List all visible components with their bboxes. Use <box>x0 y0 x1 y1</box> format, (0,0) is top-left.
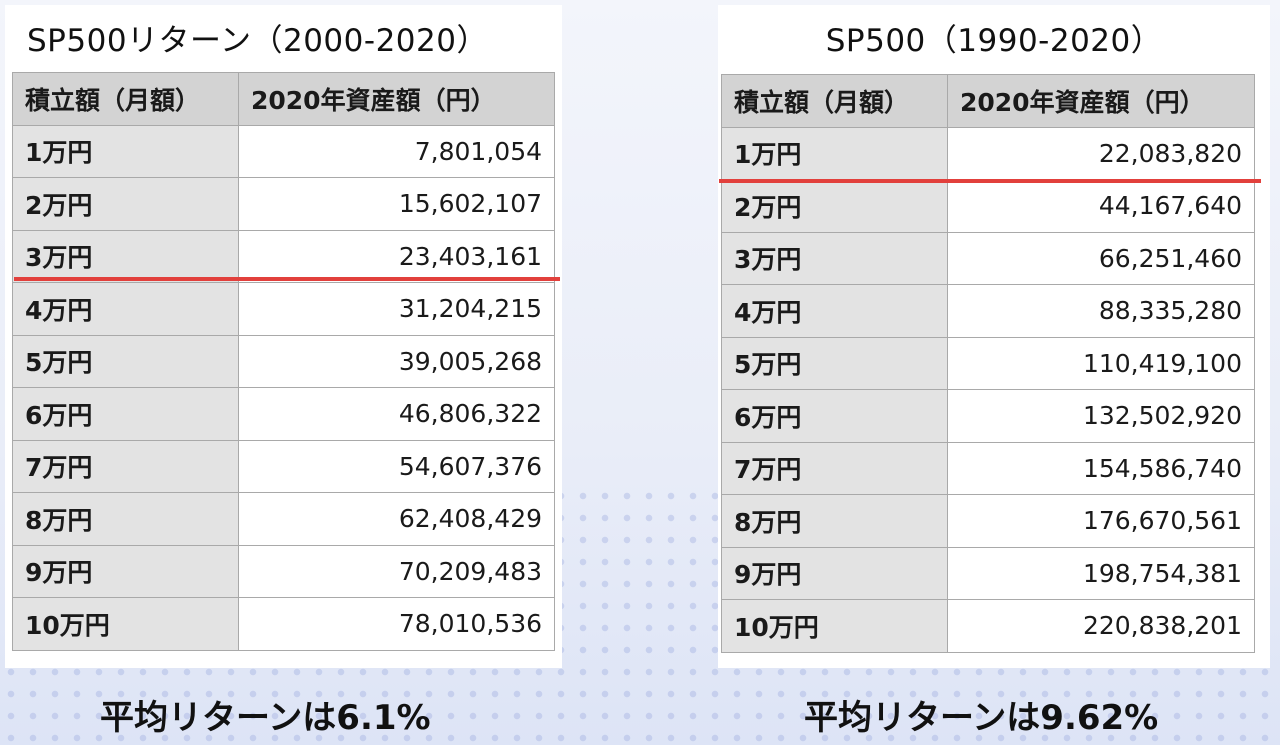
monthly-cell: 1万円 <box>721 126 948 180</box>
right-table-panel: SP500（1990-2020） 積立額（月額） 2020年資産額（円） 1万円… <box>718 5 1270 668</box>
monthly-cell: 2万円 <box>721 179 948 233</box>
table-row: 10万円 220,838,201 <box>721 599 1255 653</box>
left-table-panel: SP500リターン（2000-2020） 積立額（月額） 2020年資産額（円）… <box>5 5 562 668</box>
monthly-cell: 4万円 <box>721 284 948 338</box>
amount-cell: 110,419,100 <box>947 336 1255 390</box>
table-row: 2万円 44,167,640 <box>721 179 1255 233</box>
table-row: 10万円 78,010,536 <box>12 597 555 651</box>
table-row: 8万円 62,408,429 <box>12 492 555 546</box>
table-row: 5万円 110,419,100 <box>721 336 1255 390</box>
amount-cell: 62,408,429 <box>238 492 555 546</box>
monthly-cell: 9万円 <box>721 546 948 600</box>
right-panel-title: SP500（1990-2020） <box>825 23 1163 59</box>
table-row: 8万円 176,670,561 <box>721 494 1255 548</box>
header-amount: 2020年資産額（円） <box>947 74 1255 128</box>
amount-cell: 220,838,201 <box>947 599 1255 653</box>
monthly-cell: 6万円 <box>12 387 239 441</box>
header-monthly: 積立額（月額） <box>12 72 239 126</box>
monthly-cell: 9万円 <box>12 544 239 598</box>
amount-cell: 39,005,268 <box>238 334 555 388</box>
header-monthly: 積立額（月額） <box>721 74 948 128</box>
left-panel-title: SP500リターン（2000-2020） <box>27 23 488 59</box>
monthly-cell: 10万円 <box>12 597 239 651</box>
table-row: 9万円 70,209,483 <box>12 544 555 598</box>
table-row: 7万円 54,607,376 <box>12 439 555 493</box>
monthly-cell: 8万円 <box>12 492 239 546</box>
amount-cell: 22,083,820 <box>947 126 1255 180</box>
table-row: 3万円 66,251,460 <box>721 231 1255 285</box>
table-header-row: 積立額（月額） 2020年資産額（円） <box>12 72 555 126</box>
table-row: 3万円 23,403,161 <box>12 229 555 283</box>
monthly-cell: 7万円 <box>12 439 239 493</box>
amount-cell: 31,204,215 <box>238 282 555 336</box>
amount-cell: 176,670,561 <box>947 494 1255 548</box>
table-row: 2万円 15,602,107 <box>12 177 555 231</box>
amount-cell: 132,502,920 <box>947 389 1255 443</box>
table-row: 1万円 22,083,820 <box>721 126 1255 180</box>
monthly-cell: 7万円 <box>721 441 948 495</box>
amount-cell: 15,602,107 <box>238 177 555 231</box>
table-row: 4万円 31,204,215 <box>12 282 555 336</box>
table-row: 5万円 39,005,268 <box>12 334 555 388</box>
amount-cell: 7,801,054 <box>238 124 555 178</box>
table-row: 7万円 154,586,740 <box>721 441 1255 495</box>
header-amount: 2020年資産額（円） <box>238 72 555 126</box>
table-row: 6万円 132,502,920 <box>721 389 1255 443</box>
table-row: 6万円 46,806,322 <box>12 387 555 441</box>
monthly-cell: 3万円 <box>12 229 239 283</box>
amount-cell: 78,010,536 <box>238 597 555 651</box>
amount-cell: 154,586,740 <box>947 441 1255 495</box>
monthly-cell: 10万円 <box>721 599 948 653</box>
monthly-cell: 3万円 <box>721 231 948 285</box>
amount-cell: 198,754,381 <box>947 546 1255 600</box>
monthly-cell: 5万円 <box>12 334 239 388</box>
monthly-cell: 2万円 <box>12 177 239 231</box>
amount-cell: 46,806,322 <box>238 387 555 441</box>
amount-cell: 44,167,640 <box>947 179 1255 233</box>
monthly-cell: 8万円 <box>721 494 948 548</box>
monthly-cell: 1万円 <box>12 124 239 178</box>
table-row: 4万円 88,335,280 <box>721 284 1255 338</box>
monthly-cell: 5万円 <box>721 336 948 390</box>
amount-cell: 88,335,280 <box>947 284 1255 338</box>
amount-cell: 23,403,161 <box>238 229 555 283</box>
monthly-cell: 6万円 <box>721 389 948 443</box>
right-returns-table: 積立額（月額） 2020年資産額（円） 1万円 22,083,820 2万円 44,… <box>721 74 1255 653</box>
left-returns-table: 積立額（月額） 2020年資産額（円） 1万円 7,801,054 2万円 15,6… <box>12 72 555 651</box>
left-average-return-caption: 平均リターンは6.1% <box>100 698 431 738</box>
table-header-row: 積立額（月額） 2020年資産額（円） <box>721 74 1255 128</box>
amount-cell: 70,209,483 <box>238 544 555 598</box>
amount-cell: 54,607,376 <box>238 439 555 493</box>
right-average-return-caption: 平均リターンは9.62% <box>804 698 1159 738</box>
monthly-cell: 4万円 <box>12 282 239 336</box>
table-row: 9万円 198,754,381 <box>721 546 1255 600</box>
right-highlight-line <box>719 179 1261 183</box>
table-row: 1万円 7,801,054 <box>12 124 555 178</box>
amount-cell: 66,251,460 <box>947 231 1255 285</box>
left-highlight-line <box>14 277 560 281</box>
